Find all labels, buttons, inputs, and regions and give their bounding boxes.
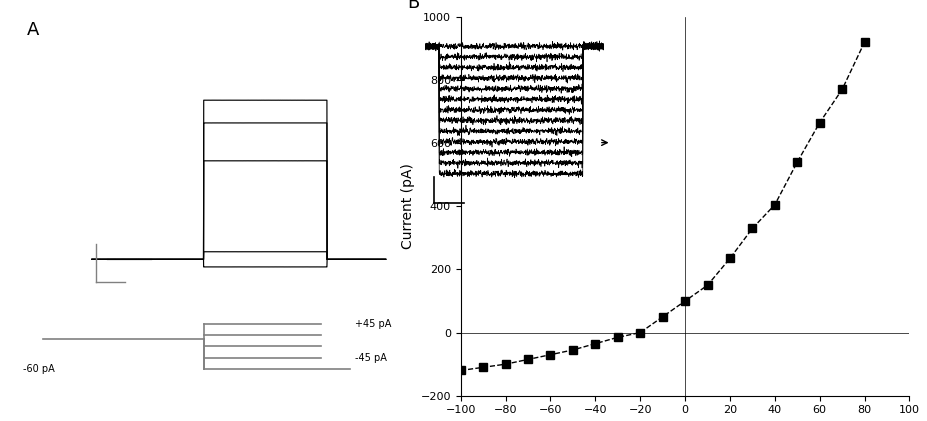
Text: -60 pA: -60 pA (22, 364, 55, 374)
Y-axis label: Current (pA): Current (pA) (400, 163, 414, 249)
Text: -45 pA: -45 pA (354, 353, 386, 363)
Text: A: A (27, 21, 39, 39)
Text: B: B (406, 0, 419, 12)
Text: +45 pA: +45 pA (354, 319, 390, 329)
